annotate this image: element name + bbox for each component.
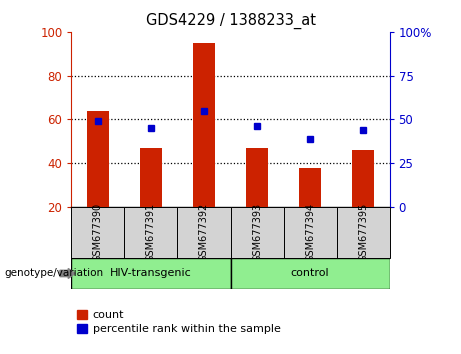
Text: GSM677393: GSM677393 [252, 203, 262, 262]
Bar [193, 43, 214, 207]
Text: GSM677395: GSM677395 [358, 203, 368, 262]
Bar [177, 207, 230, 258]
Bar [246, 148, 267, 207]
Text: genotype/variation: genotype/variation [5, 268, 104, 279]
Bar [337, 207, 390, 258]
Text: control: control [291, 268, 329, 279]
Bar [352, 150, 373, 207]
Bar [71, 258, 230, 289]
Bar [140, 148, 161, 207]
Text: GSM677390: GSM677390 [93, 203, 103, 262]
Bar [299, 168, 320, 207]
Text: HIV-transgenic: HIV-transgenic [110, 268, 192, 279]
Bar [284, 207, 337, 258]
Text: GSM677392: GSM677392 [199, 203, 209, 262]
Bar [71, 207, 124, 258]
Legend: count, percentile rank within the sample: count, percentile rank within the sample [77, 310, 280, 334]
Title: GDS4229 / 1388233_at: GDS4229 / 1388233_at [146, 13, 315, 29]
Text: GSM677391: GSM677391 [146, 203, 156, 262]
Text: GSM677394: GSM677394 [305, 203, 315, 262]
Bar [230, 207, 284, 258]
Bar [87, 111, 108, 207]
Bar [124, 207, 177, 258]
Bar [230, 258, 390, 289]
